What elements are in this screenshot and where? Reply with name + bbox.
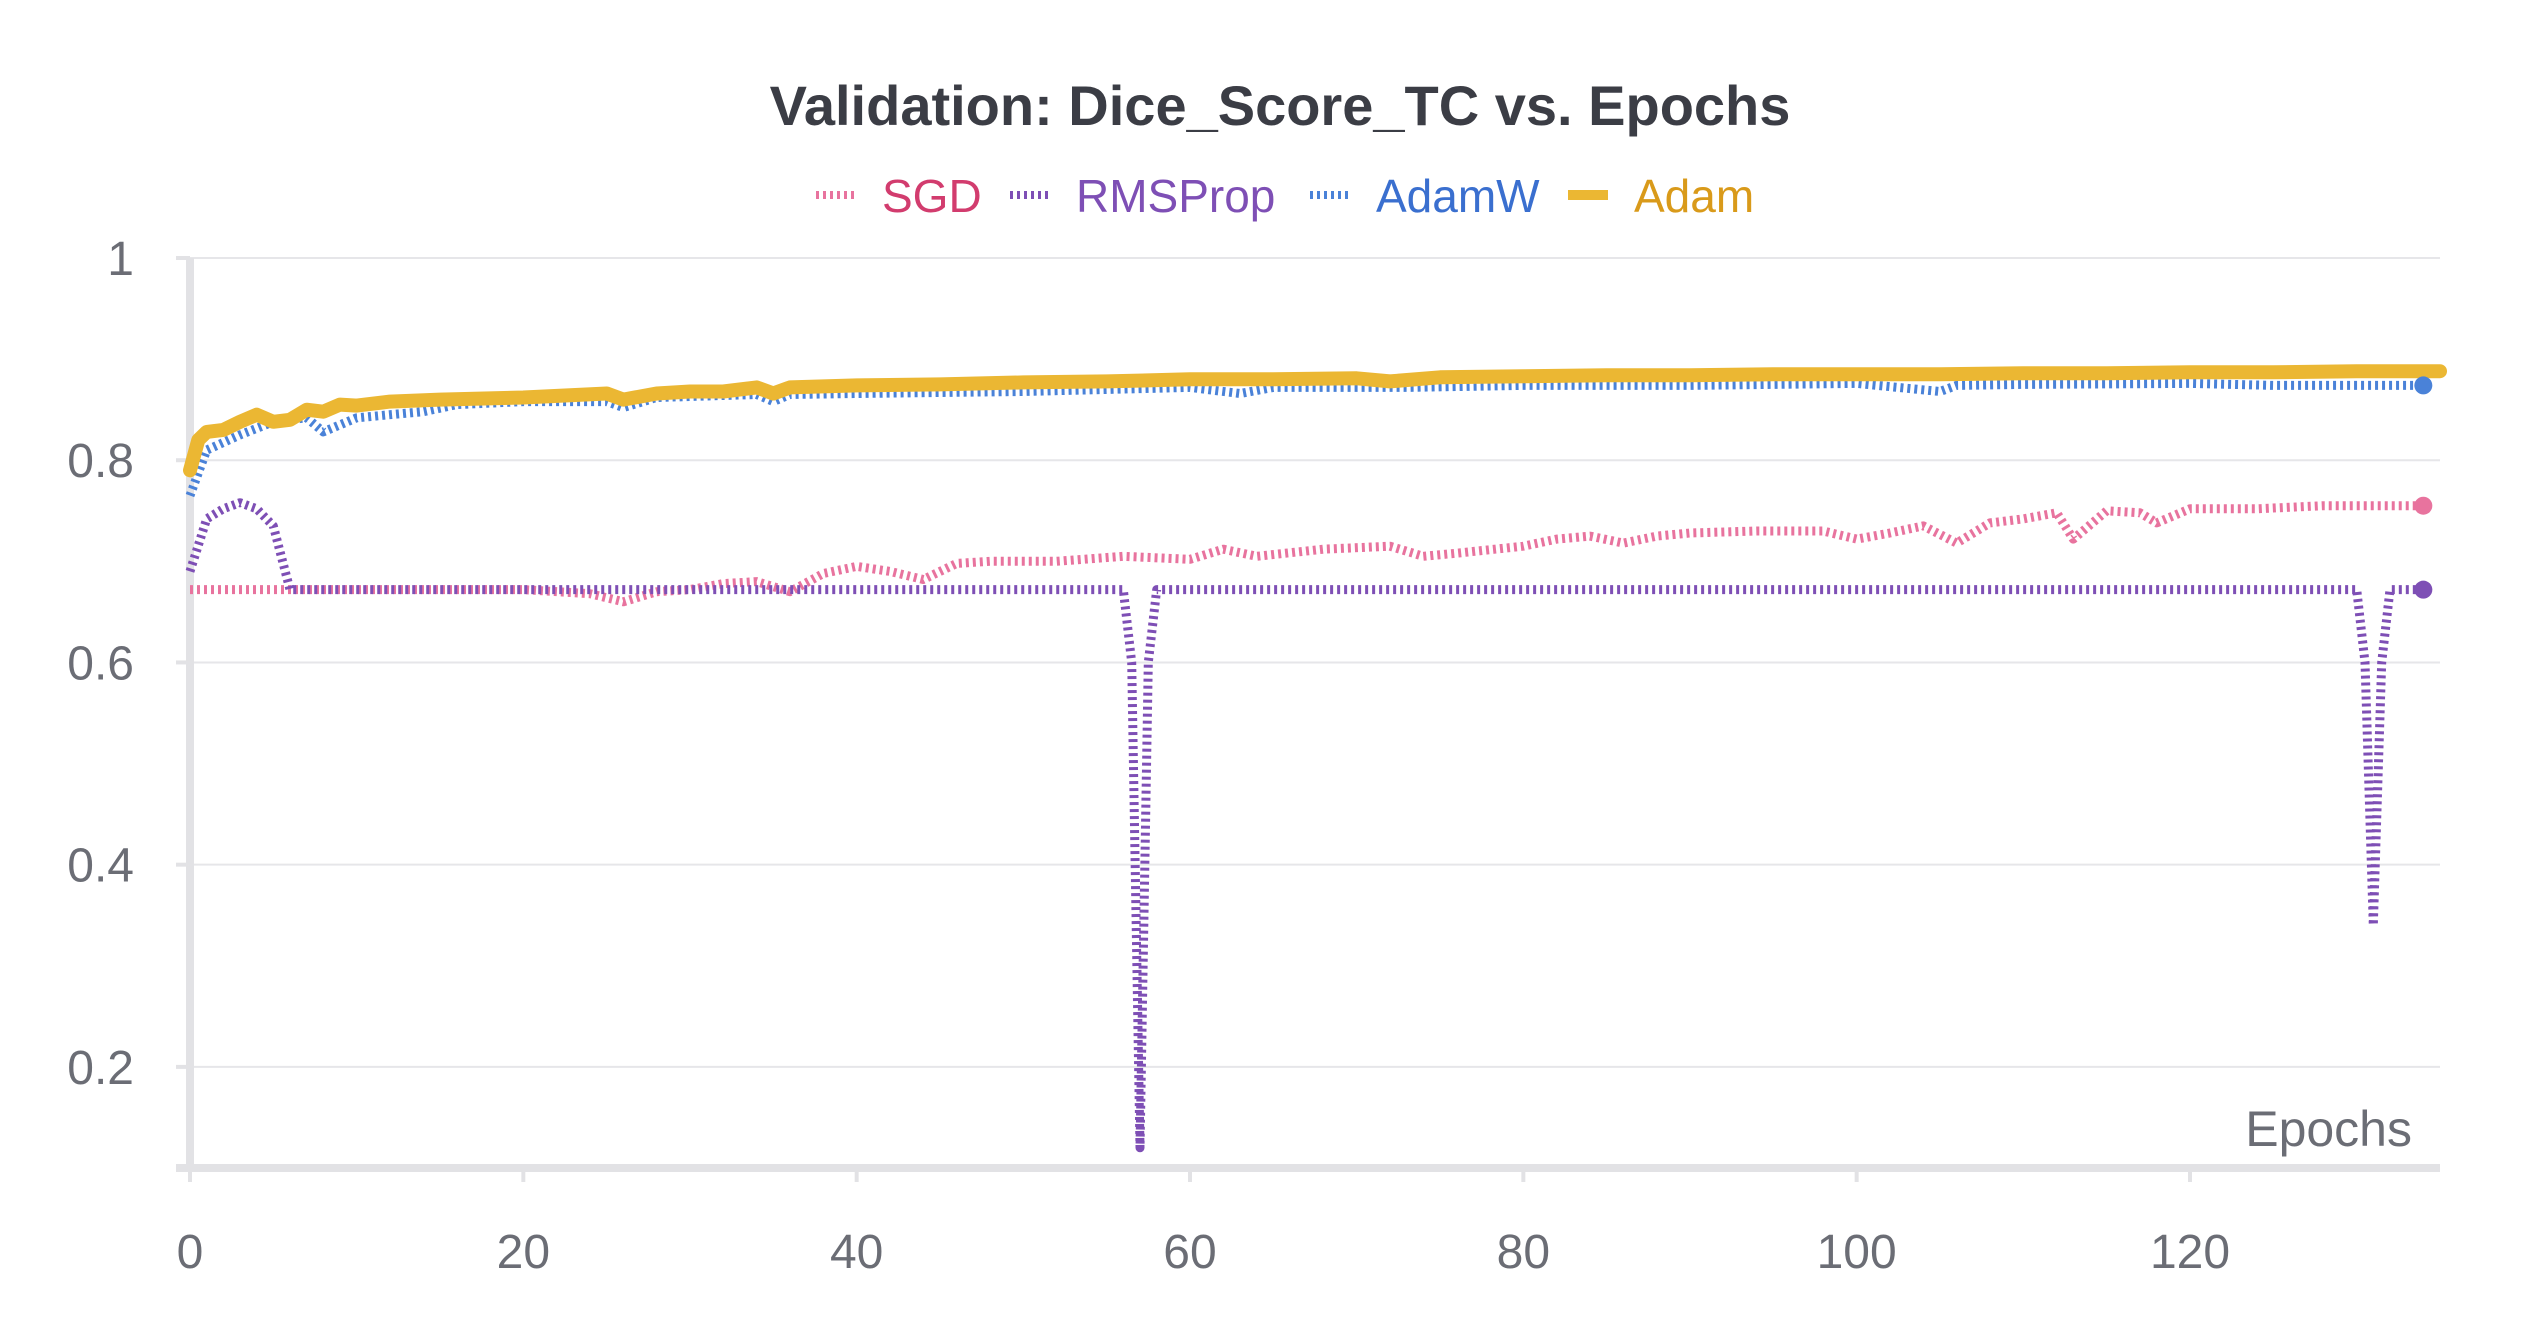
y-tick-label: 0.2 bbox=[67, 1042, 134, 1095]
grid-lines bbox=[190, 257, 2440, 1068]
legend-label-adam: Adam bbox=[1634, 170, 1754, 222]
chart-title: Validation: Dice_Score_TC vs. Epochs bbox=[770, 74, 1791, 137]
x-tick-label: 100 bbox=[1817, 1226, 1897, 1279]
legend-label-sgd: SGD bbox=[882, 170, 982, 222]
x-tick-label: 40 bbox=[830, 1226, 883, 1279]
y-tick-label: 0.6 bbox=[67, 637, 134, 690]
end-marker-sgd bbox=[2414, 496, 2433, 515]
x-tick-label: 0 bbox=[177, 1226, 204, 1279]
y-tick-label: 0.4 bbox=[67, 840, 134, 893]
legend-label-adamw: AdamW bbox=[1376, 170, 1540, 222]
x-axis-label: Epochs bbox=[2245, 1101, 2412, 1157]
y-axis-ticks: 0.2 0.4 0.6 0.8 1 bbox=[67, 233, 190, 1095]
x-tick-label: 120 bbox=[2150, 1226, 2230, 1279]
x-tick-label: 20 bbox=[497, 1226, 550, 1279]
series-line-sgd bbox=[190, 501, 2424, 607]
legend: SGD RMSProp AdamW Adam bbox=[816, 170, 1754, 222]
series-end-markers bbox=[2414, 376, 2433, 599]
end-marker-adamw bbox=[2414, 376, 2433, 395]
series-line-adam bbox=[183, 364, 2447, 478]
end-marker-rmsprop bbox=[2414, 580, 2433, 599]
x-tick-label: 80 bbox=[1497, 1226, 1550, 1279]
legend-label-rmsprop: RMSProp bbox=[1076, 170, 1275, 222]
x-axis-ticks: 0 20 40 60 80 100 120 bbox=[177, 1168, 2230, 1279]
y-tick-label: 0.8 bbox=[67, 435, 134, 488]
series-line-rmsprop bbox=[185, 498, 2424, 1153]
y-tick-label: 1 bbox=[107, 233, 134, 286]
x-tick-label: 60 bbox=[1163, 1226, 1216, 1279]
axes bbox=[176, 258, 2440, 1172]
series-lines bbox=[183, 364, 2447, 1153]
